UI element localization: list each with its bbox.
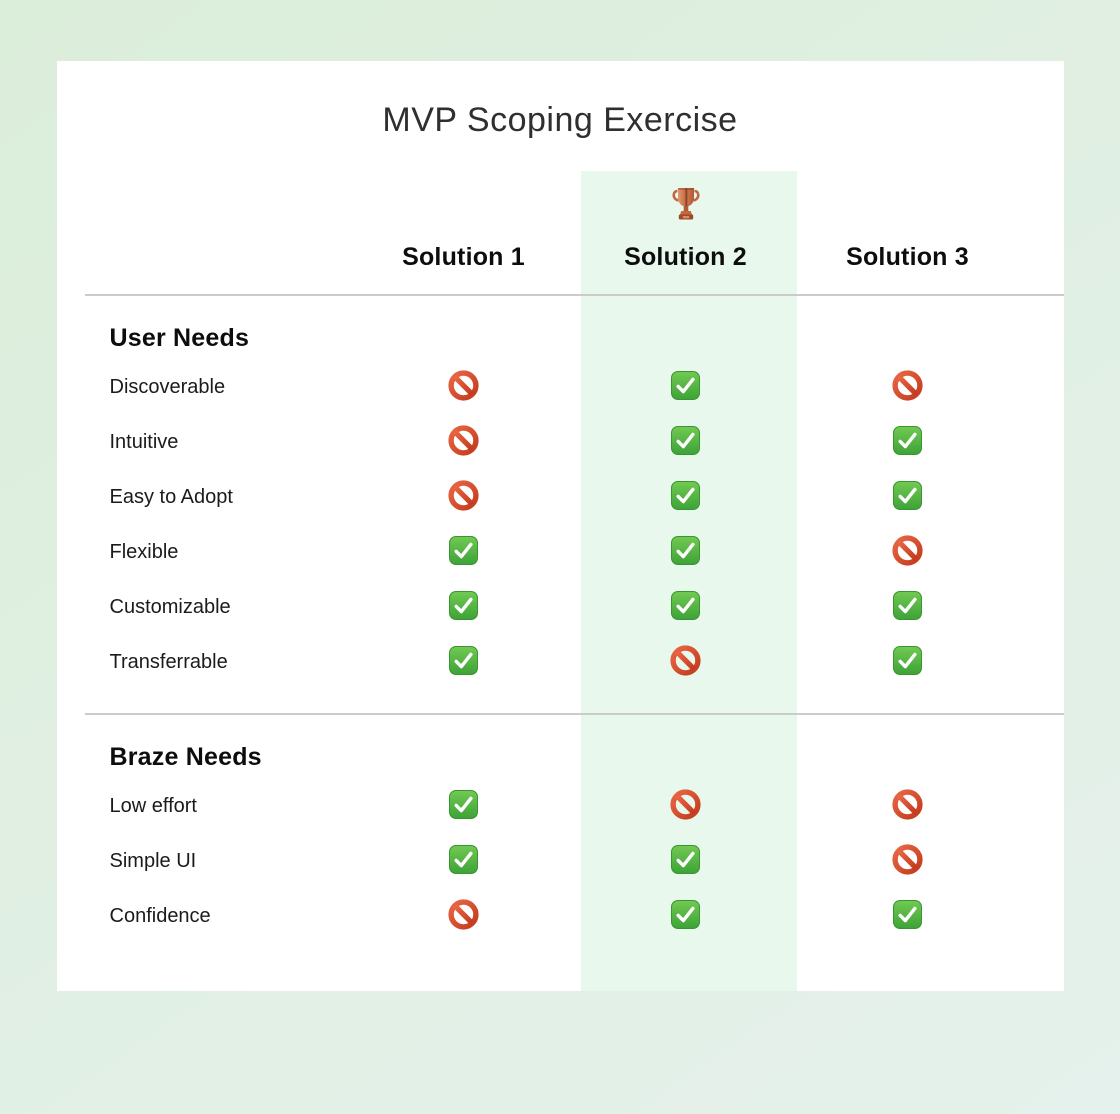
trophy-icon: [670, 184, 702, 229]
value-cell: [575, 480, 797, 515]
check-mark-button-icon: [893, 645, 922, 680]
check-mark-button-icon: [449, 535, 478, 570]
value-cell: [575, 535, 797, 570]
value-cell: [797, 534, 1019, 571]
value-cell: [575, 590, 797, 625]
check-mark-button-icon: [893, 480, 922, 515]
prohibited-icon: [892, 843, 923, 880]
value-cell: [797, 843, 1019, 880]
check-mark-button-icon: [671, 425, 700, 460]
value-cell: [353, 424, 575, 461]
page-title: MVP Scoping Exercise: [382, 101, 738, 139]
table-row: Intuitive: [85, 415, 1064, 470]
value-cell: [575, 899, 797, 934]
check-mark-button-icon: [671, 590, 700, 625]
prohibited-icon: [892, 534, 923, 571]
check-mark-button-icon: [449, 590, 478, 625]
check-mark-button-icon: [671, 844, 700, 879]
value-cell: [353, 844, 575, 879]
section-divider: [84, 713, 1064, 715]
value-cell: [575, 844, 797, 879]
column-header-1: Solution 1: [353, 171, 575, 294]
column-header-label: Solution 3: [846, 243, 969, 271]
row-label: Confidence: [109, 905, 211, 927]
section-rows: Low effort Simple UI Confidence: [57, 779, 1064, 944]
value-cell: [797, 899, 1019, 934]
prohibited-icon: [448, 369, 479, 406]
check-mark-button-icon: [671, 370, 700, 405]
value-cell: [575, 370, 797, 405]
row-label: Flexible: [109, 541, 179, 563]
row-label: Customizable: [109, 596, 231, 618]
check-mark-button-icon: [449, 789, 478, 824]
value-cell: [353, 898, 575, 935]
header-spacer-cell: [85, 171, 353, 294]
value-cell: [797, 425, 1019, 460]
value-cell: [797, 369, 1019, 406]
table-row: Customizable: [85, 580, 1064, 635]
check-mark-button-icon: [893, 590, 922, 625]
prohibited-icon: [892, 788, 923, 825]
row-label: Easy to Adopt: [109, 486, 233, 508]
column-header-2: Solution 2: [575, 171, 797, 294]
check-mark-button-icon: [893, 425, 922, 460]
section-heading: User Needs: [109, 324, 250, 352]
prohibited-icon: [448, 424, 479, 461]
check-mark-button-icon: [449, 645, 478, 680]
value-cell: [575, 425, 797, 460]
value-cell: [575, 788, 797, 825]
column-header-label: Solution 1: [402, 243, 525, 271]
section-rows: Discoverable Intuitive Easy to Adopt: [57, 360, 1064, 690]
value-cell: [353, 479, 575, 516]
check-mark-button-icon: [449, 844, 478, 879]
check-mark-button-icon: [671, 535, 700, 570]
table-row: Easy to Adopt: [85, 470, 1064, 525]
column-header-label: Solution 2: [624, 243, 747, 271]
table-row: Discoverable: [85, 360, 1064, 415]
table-row: Simple UI: [85, 834, 1064, 889]
check-mark-button-icon: [671, 480, 700, 515]
row-label: Transferrable: [109, 651, 228, 673]
value-cell: [353, 535, 575, 570]
prohibited-icon: [448, 898, 479, 935]
value-cell: [575, 644, 797, 681]
row-label: Intuitive: [109, 431, 179, 453]
table-row: Flexible: [85, 525, 1064, 580]
comparison-card: MVP Scoping Exercise Solution 1 Solution…: [56, 61, 1064, 991]
prohibited-icon: [670, 644, 701, 681]
value-cell: [797, 590, 1019, 625]
row-label: Low effort: [109, 795, 197, 817]
value-cell: [353, 369, 575, 406]
check-mark-button-icon: [893, 899, 922, 934]
value-cell: [353, 645, 575, 680]
value-cell: [797, 645, 1019, 680]
table-row: Low effort: [85, 779, 1064, 834]
prohibited-icon: [892, 369, 923, 406]
header-divider: [84, 294, 1064, 296]
value-cell: [797, 480, 1019, 515]
value-cell: [797, 788, 1019, 825]
value-cell: [353, 590, 575, 625]
header-row: Solution 1 Solution 2 Solution 3: [85, 171, 1064, 294]
column-header-3: Solution 3: [797, 171, 1019, 294]
row-label: Discoverable: [109, 376, 226, 398]
row-label: Simple UI: [109, 850, 197, 872]
table-row: Transferrable: [85, 635, 1064, 690]
prohibited-icon: [448, 479, 479, 516]
sections-container: User Needs Discoverable Intuitive Easy to…: [57, 322, 1064, 944]
table-row: Confidence: [85, 889, 1064, 944]
section-heading: Braze Needs: [109, 743, 262, 771]
value-cell: [353, 789, 575, 824]
check-mark-button-icon: [671, 899, 700, 934]
prohibited-icon: [670, 788, 701, 825]
